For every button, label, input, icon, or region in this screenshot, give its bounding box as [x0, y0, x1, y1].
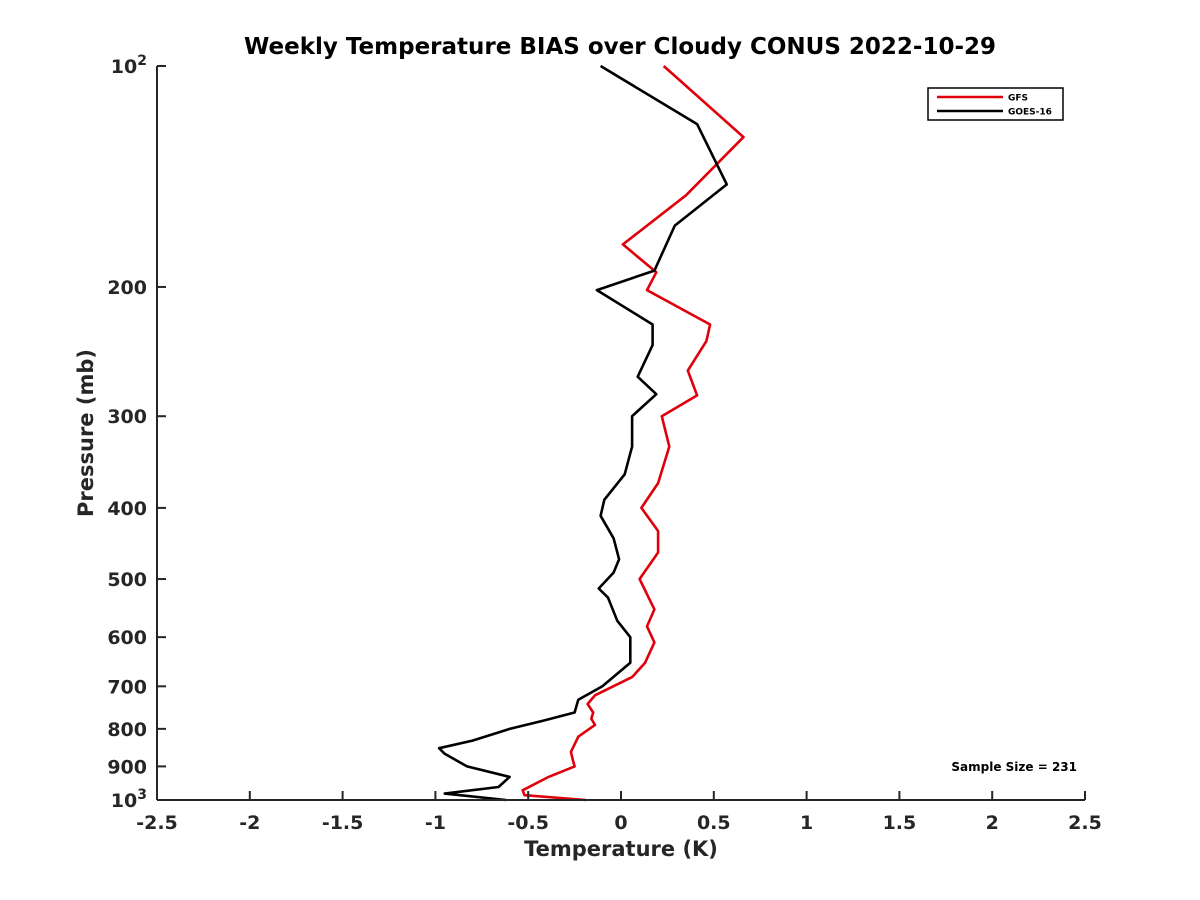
legend-label-goes-16: GOES-16 — [1008, 108, 1052, 118]
y-axis-label: Pressure (mb) — [74, 349, 98, 517]
y-tick-label: 800 — [107, 719, 147, 741]
axes: -2.5 -2 -1.5 -1 -0.5 0 0.5 1 1.5 2 2.5 102 200 300 400… — [107, 53, 1102, 834]
y-tick-label: 300 — [107, 406, 147, 428]
y-tick-label: 200 — [107, 277, 147, 299]
chart-title: Weekly Temperature BIAS over Cloudy CONU… — [244, 34, 996, 60]
x-tick-label: 0.5 — [697, 812, 731, 834]
y-tick-label: 103 — [111, 787, 147, 812]
x-tick-label: 2 — [986, 812, 999, 834]
plot-lines — [437, 64, 745, 802]
legend: GFS GOES-16 — [927, 87, 1064, 121]
goes-16-series-line — [437, 64, 729, 802]
x-tick-label: -0.5 — [507, 812, 549, 834]
x-tick-label: 2.5 — [1068, 812, 1102, 834]
x-tick-label: -1.5 — [322, 812, 364, 834]
legend-box — [927, 87, 1064, 121]
x-tick-label: -2 — [239, 812, 260, 834]
x-tick-label: 1 — [800, 812, 813, 834]
x-tick-label: 1.5 — [883, 812, 917, 834]
y-tick-label: 600 — [107, 627, 147, 649]
legend-label-gfs: GFS — [1008, 94, 1028, 104]
gfs-series-line — [521, 65, 745, 802]
x-axis-label: Temperature (K) — [524, 837, 718, 861]
y-tick-label: 102 — [111, 53, 147, 78]
y-tick-label: 400 — [107, 498, 147, 520]
y-tick-label: 500 — [107, 569, 147, 591]
x-tick-label: -1 — [425, 812, 446, 834]
sample-size-annotation: Sample Size = 231 — [951, 760, 1077, 774]
y-tick-label: 700 — [107, 676, 147, 698]
y-tick-label: 900 — [107, 756, 147, 778]
x-tick-label: 0 — [614, 812, 627, 834]
x-tick-label: -2.5 — [136, 812, 178, 834]
